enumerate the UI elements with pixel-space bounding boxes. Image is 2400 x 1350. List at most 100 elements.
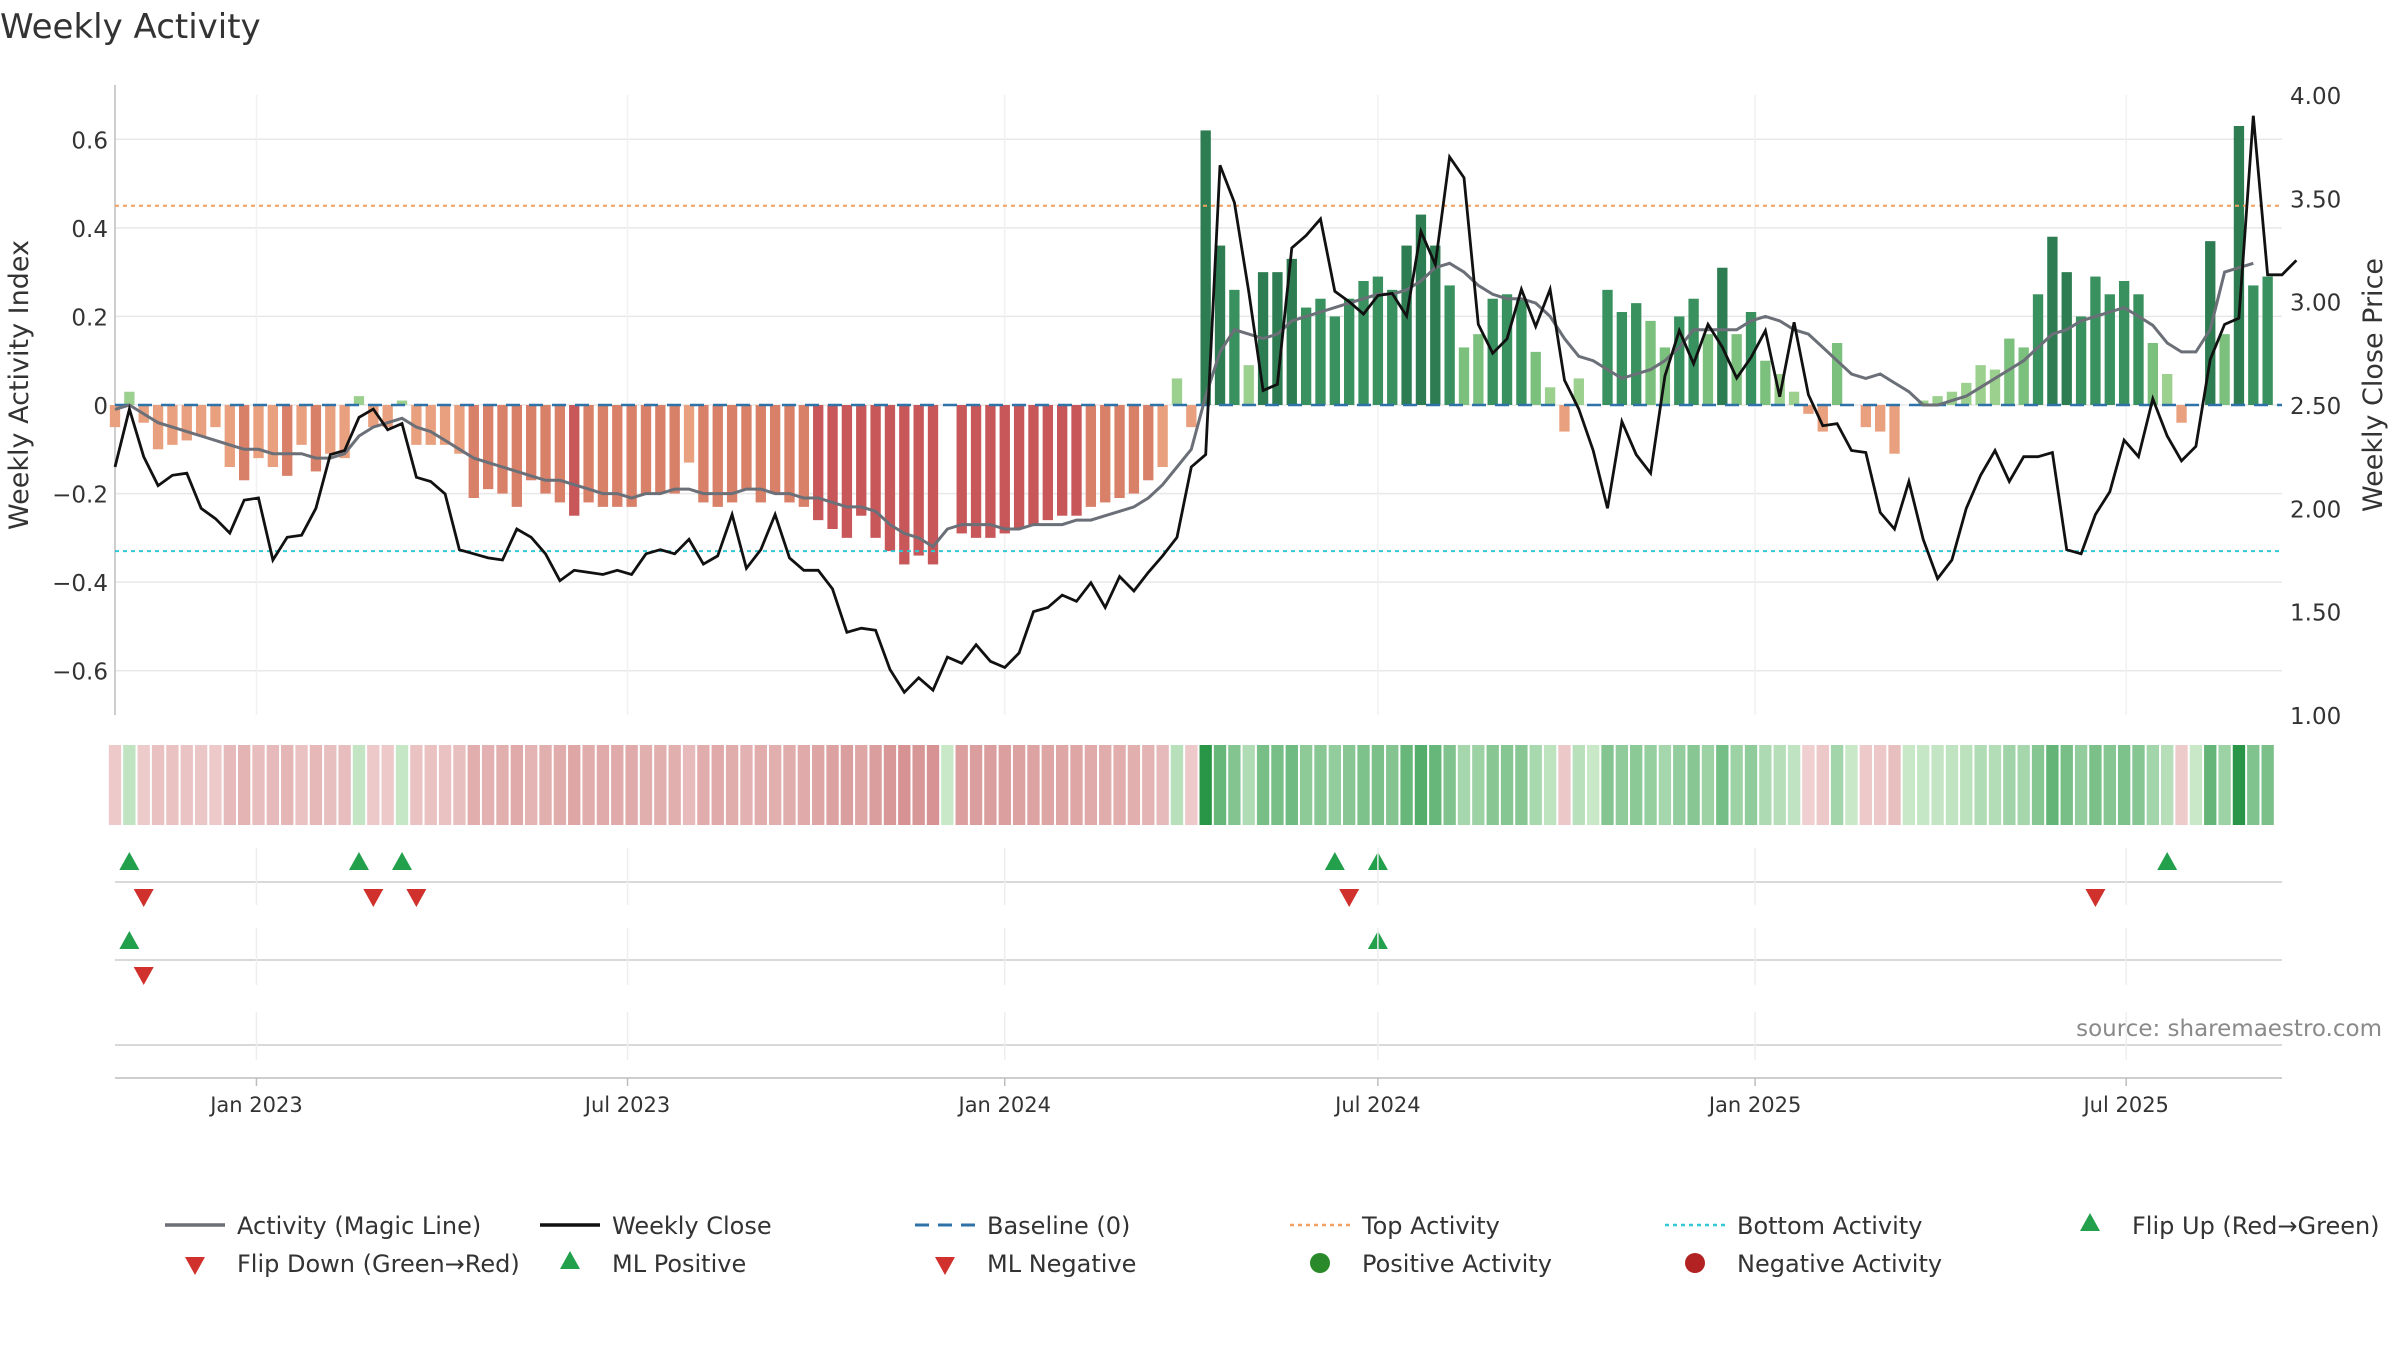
strip-cell bbox=[1730, 745, 1743, 825]
strip-cell bbox=[209, 745, 222, 825]
strip-cell bbox=[1974, 745, 1987, 825]
strip-cell bbox=[194, 745, 208, 825]
flip-up-marker bbox=[2157, 852, 2178, 870]
strip-cell bbox=[625, 745, 638, 825]
activity-bar bbox=[1573, 378, 1584, 405]
strip-cell bbox=[1271, 745, 1284, 825]
activity-bar bbox=[626, 405, 637, 507]
strip-cell bbox=[2046, 745, 2059, 825]
activity-bar bbox=[253, 405, 264, 459]
y2-tick-label: 1.50 bbox=[2290, 601, 2341, 627]
activity-bar bbox=[2219, 334, 2230, 405]
strip-cell bbox=[1500, 745, 1514, 825]
strip-cell bbox=[1615, 745, 1629, 825]
legend-label: Flip Up (Red→Green) bbox=[2132, 1212, 2380, 1240]
magic-line-series bbox=[114, 261, 2254, 549]
activity-bar bbox=[1229, 289, 1240, 405]
y-tick-label: −0.6 bbox=[52, 660, 108, 686]
activity-bar bbox=[1430, 245, 1441, 405]
legend-label: Baseline (0) bbox=[987, 1212, 1130, 1240]
activity-bar bbox=[1444, 285, 1455, 405]
activity-bar bbox=[1473, 334, 1484, 405]
strip-cell bbox=[2117, 745, 2131, 825]
activity-bar bbox=[1358, 281, 1369, 405]
legend-label: Activity (Magic Line) bbox=[237, 1212, 481, 1240]
y-tick-label: −0.4 bbox=[52, 571, 108, 597]
activity-bar bbox=[798, 405, 810, 507]
strip-cell bbox=[1701, 745, 1715, 825]
strip-cell bbox=[596, 745, 610, 825]
x-tick-label: Jan 2023 bbox=[208, 1093, 303, 1117]
strip-cell bbox=[984, 745, 997, 825]
strip-cell bbox=[1902, 745, 1916, 825]
x-tick-label: Jul 2025 bbox=[2081, 1093, 2168, 1117]
activity-bar bbox=[999, 405, 1010, 534]
activity-bar bbox=[167, 405, 178, 445]
y2-tick-label: 1.00 bbox=[2290, 704, 2341, 730]
activity-bar bbox=[2018, 347, 2029, 405]
activity-bar bbox=[1329, 316, 1341, 405]
strip-cell bbox=[553, 745, 567, 825]
legend-swatch bbox=[185, 1257, 205, 1275]
activity-bar bbox=[1975, 365, 1986, 405]
strip-cell bbox=[453, 745, 466, 825]
legend-swatch bbox=[935, 1257, 955, 1275]
activity-bar bbox=[2262, 276, 2273, 405]
strip-cell bbox=[338, 745, 351, 825]
main-panel: 0.6 0.4 0.2 0 −0.2 −0.4 −0.6 4.00 3.50 3.00 2.50 2.… bbox=[52, 84, 2341, 730]
activity-bar bbox=[1013, 405, 1025, 529]
activity-bar bbox=[1932, 396, 1943, 405]
strip-cell bbox=[1687, 745, 1700, 825]
activity-bar bbox=[2233, 126, 2245, 405]
x-tick-label: Jan 2025 bbox=[1707, 1093, 1802, 1117]
strip-cell bbox=[1802, 745, 1815, 825]
strip-cell bbox=[295, 745, 308, 825]
strip-cell bbox=[108, 745, 122, 825]
flip-down-marker bbox=[2085, 889, 2106, 907]
activity-bar bbox=[755, 405, 766, 503]
strip-cell bbox=[1242, 745, 1255, 825]
strip-cell bbox=[2247, 745, 2260, 825]
y-axis-label: Weekly Activity Index bbox=[4, 240, 35, 530]
strip-cell bbox=[1830, 745, 1844, 825]
activity-bar bbox=[238, 405, 250, 481]
strip-cell bbox=[180, 745, 193, 825]
activity-bar bbox=[411, 405, 422, 445]
activity-bar bbox=[1501, 294, 1513, 405]
activity-bar bbox=[325, 405, 336, 454]
activity-bar bbox=[2032, 294, 2044, 405]
activity-bar bbox=[339, 405, 350, 459]
strip-cell bbox=[611, 745, 624, 825]
strip-cell bbox=[1888, 745, 1901, 825]
legend-swatch bbox=[2080, 1213, 2100, 1231]
strip-cell bbox=[1572, 745, 1585, 825]
strip-cell bbox=[2189, 745, 2203, 825]
activity-bar bbox=[2205, 241, 2216, 405]
activity-bar bbox=[210, 405, 221, 428]
activity-bar bbox=[569, 405, 580, 516]
strip-cell bbox=[568, 745, 581, 825]
activity-bar bbox=[640, 405, 652, 494]
strip-cell bbox=[912, 745, 925, 825]
activity-bar bbox=[497, 405, 508, 494]
strip-cell bbox=[2204, 745, 2217, 825]
activity-bar bbox=[511, 405, 522, 507]
strip-cell bbox=[281, 745, 294, 825]
activity-bar bbox=[597, 405, 609, 507]
strip-cell bbox=[1472, 745, 1485, 825]
activity-bar bbox=[1817, 405, 1828, 432]
activity-bar bbox=[267, 405, 279, 467]
activity-bar bbox=[1114, 405, 1125, 498]
strip-cell bbox=[539, 745, 552, 825]
activity-bar bbox=[1143, 405, 1154, 481]
strip-cell bbox=[955, 745, 968, 825]
strip-cell bbox=[1285, 745, 1298, 825]
strip-cell bbox=[1873, 745, 1887, 825]
activity-bar bbox=[1688, 298, 1699, 405]
strip-cell bbox=[1142, 745, 1155, 825]
y2-tick-label: 2.50 bbox=[2290, 394, 2341, 420]
activity-bar bbox=[1717, 267, 1728, 405]
strip-cell bbox=[309, 745, 323, 825]
activity-bar bbox=[1272, 272, 1283, 405]
ml-marker-panel bbox=[115, 931, 2282, 985]
